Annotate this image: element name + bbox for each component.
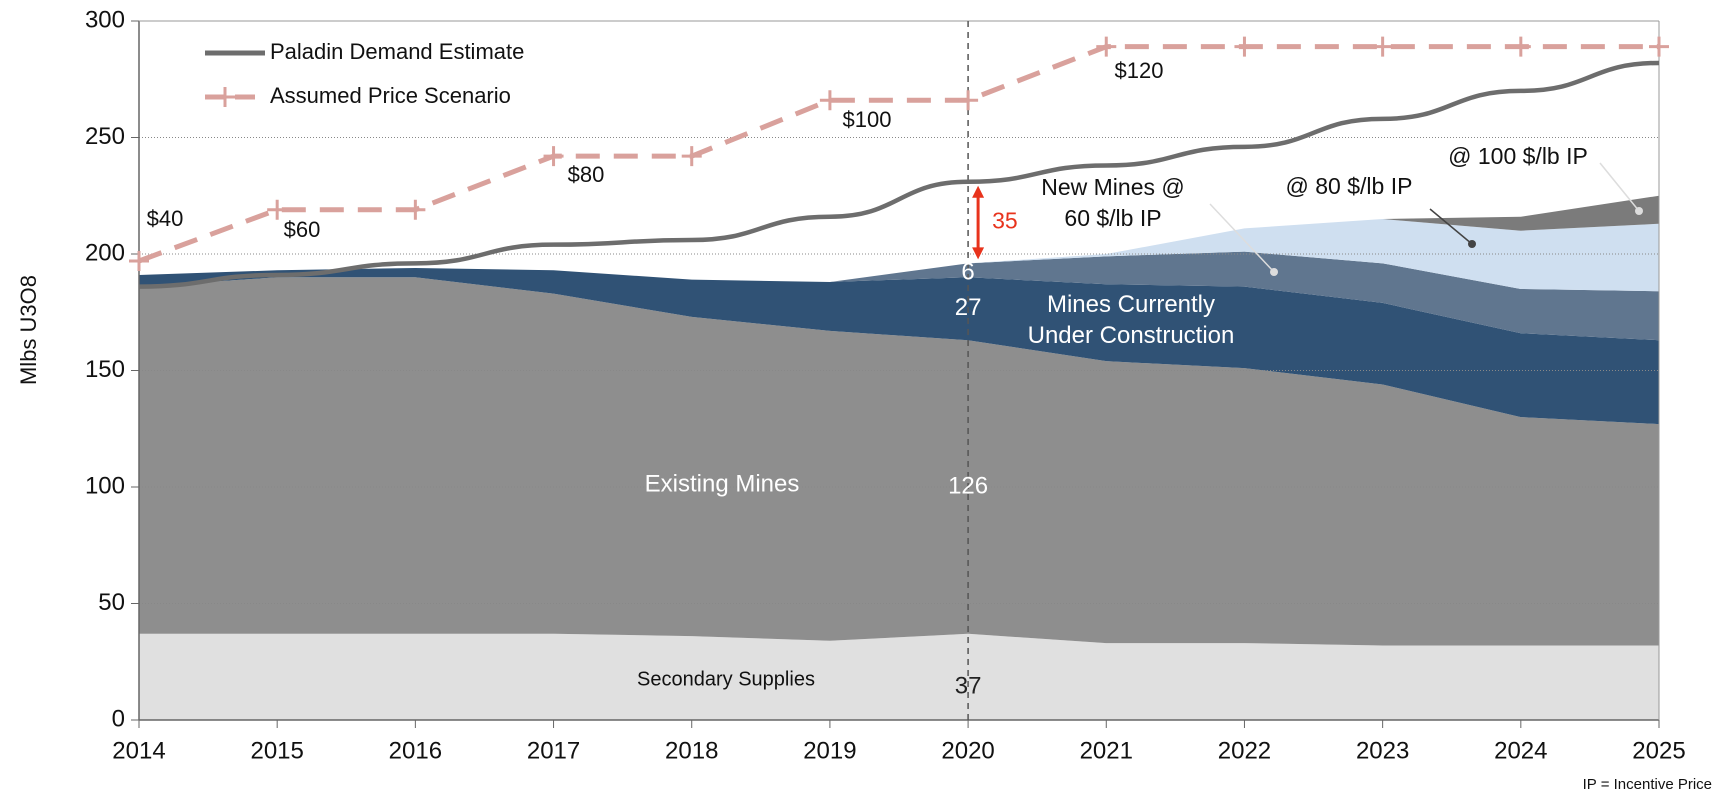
line [138,44,1659,264]
data-label: 37 [955,672,982,699]
area [139,219,1659,292]
marker [1649,36,1669,57]
area-label: @ 100 $/lb IP [1448,143,1588,169]
area [139,633,1659,720]
x-tick-label: 2024 [1494,737,1547,764]
footnote: IP = Incentive Price [1583,776,1712,793]
legend-label: Paladin Demand Estimate [270,39,524,64]
area [139,277,1659,646]
x-tick-label: 2015 [250,737,303,764]
area-label: Mines Currently Under Construction [1028,291,1235,349]
leader-line [1429,208,1473,245]
marker [819,90,840,111]
price-label: $40 [147,206,184,231]
price-label: $100 [843,107,892,132]
data-label: 6 [961,259,974,286]
leader-dot [1270,268,1278,276]
y-tick-label: 200 [85,239,125,266]
marker [681,146,702,167]
legend-label: Assumed Price Scenario [270,83,511,108]
area-label: Secondary Supplies [637,668,815,690]
marker [1372,36,1393,57]
data-label: 126 [948,472,988,499]
marker [1096,36,1117,57]
y-tick-label: 300 [85,6,125,33]
x-tick-label: 2022 [1218,737,1271,764]
area-label: @ 80 $/lb IP [1286,173,1413,199]
marker [129,250,149,271]
legend-marker [215,87,235,107]
y-tick-label: 0 [112,705,125,732]
area [139,251,1659,341]
marker [405,199,426,220]
x-tick-label: 2023 [1356,737,1409,764]
price-label: $80 [568,162,605,187]
x-tick-label: 2014 [112,737,165,764]
y-tick-label: 100 [85,472,125,499]
y-tick-label: 250 [85,123,125,150]
x-tick-label: 2021 [1080,737,1133,764]
leader-dot [1468,240,1476,248]
x-tick-label: 2017 [527,737,580,764]
area-label: Existing Mines [645,470,800,497]
data-label: 27 [955,294,982,321]
marker [958,90,979,111]
y-tick-label: 50 [98,589,125,616]
leader-line [1599,162,1640,212]
marker [267,199,288,220]
price-label: $60 [284,217,321,242]
area-label: New Mines @60 $/lb IP [1041,174,1185,231]
line [138,60,1660,289]
marker [1510,36,1531,57]
y-axis-label: Mlbs U3O8 [16,275,41,385]
area [139,267,1659,425]
price-label: $120 [1115,58,1164,83]
marker [543,146,564,167]
marker [1234,36,1255,57]
leader-dot [1635,207,1643,215]
x-tick-label: 2016 [389,737,442,764]
y-tick-label: 150 [85,356,125,383]
leader-line [1209,203,1275,273]
x-tick-label: 2020 [941,737,994,764]
x-tick-label: 2025 [1632,737,1685,764]
gap-label: 35 [992,208,1018,234]
x-tick-label: 2018 [665,737,718,764]
x-tick-label: 2019 [803,737,856,764]
